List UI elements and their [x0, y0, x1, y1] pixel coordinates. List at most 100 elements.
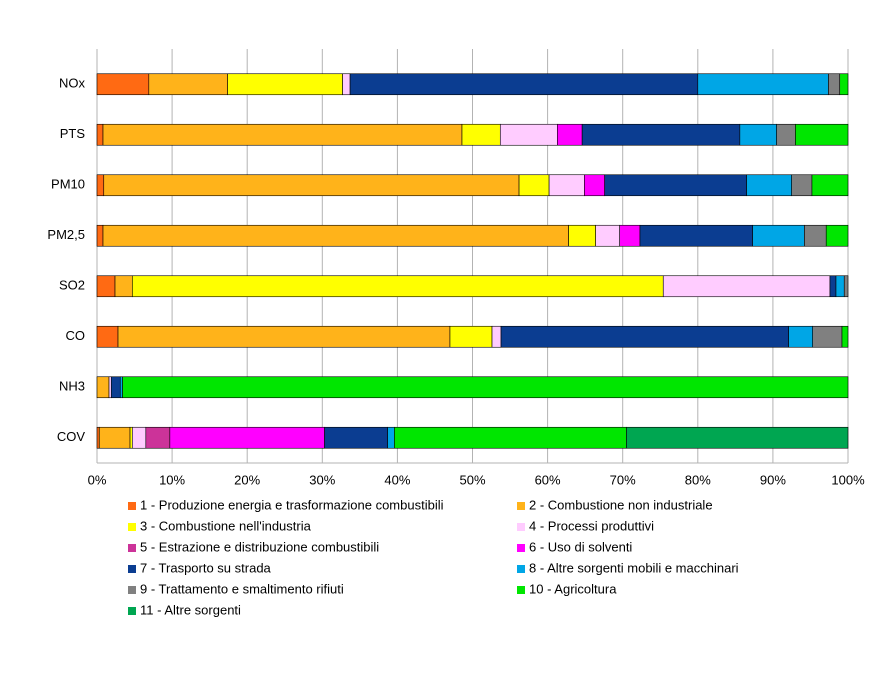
bar-segment [461, 123, 501, 146]
bar-segment [96, 224, 104, 247]
legend-swatch [517, 544, 525, 552]
bar-segment [129, 426, 133, 449]
bar-segment [746, 174, 792, 197]
x-tick-label: 60% [535, 472, 561, 487]
bar-segment [795, 123, 849, 146]
x-tick-label: 40% [384, 472, 410, 487]
bar-segment [499, 123, 558, 146]
bar-segment [114, 275, 133, 298]
legend-swatch [128, 565, 136, 573]
bar-segment [96, 123, 104, 146]
bar-segment [828, 73, 841, 96]
legend-label: 5 - Estrazione e distribuzione combustib… [140, 539, 379, 554]
x-tick-label: 100% [831, 472, 865, 487]
bar-segment [739, 123, 777, 146]
bar-segment [491, 325, 502, 348]
legend-label: 6 - Uso di solventi [529, 539, 632, 554]
bar-segment [568, 224, 596, 247]
bar-segment [518, 174, 550, 197]
legend-label: 3 - Combustione nell'industria [140, 518, 312, 533]
legend-label: 11 - Altre sorgenti [140, 602, 241, 617]
bar-segment [788, 325, 814, 348]
bar-segment [131, 426, 147, 449]
bar-segment [791, 174, 813, 197]
y-tick-label: PM10 [51, 177, 85, 192]
y-tick-label: PM2,5 [47, 227, 85, 242]
bar-segment [825, 224, 849, 247]
legend-label: 7 - Trasporto su strada [140, 560, 272, 575]
bar-segment [98, 426, 131, 449]
bar-segment [227, 73, 343, 96]
bar-segment [619, 224, 641, 247]
bar-segment [829, 275, 837, 298]
bar-segment [776, 123, 796, 146]
x-tick-label: 10% [159, 472, 185, 487]
legend-swatch [128, 586, 136, 594]
bar-segment [96, 376, 110, 399]
bar-segment [96, 174, 105, 197]
x-tick-label: 0% [88, 472, 107, 487]
bar-segment [342, 73, 351, 96]
bar-segment [102, 123, 463, 146]
y-tick-label: COV [57, 429, 86, 444]
bar-segment [835, 275, 845, 298]
x-tick-label: 90% [760, 472, 786, 487]
legend-label: 9 - Trattamento e smaltimento rifiuti [140, 581, 344, 596]
bar-segment [324, 426, 388, 449]
bar-segment [449, 325, 493, 348]
legend-swatch [517, 586, 525, 594]
bar-segment [122, 376, 849, 399]
bar-segment [96, 275, 116, 298]
legend-swatch [517, 502, 525, 510]
bar-segment [96, 325, 119, 348]
bar-segment [812, 325, 843, 348]
bar-segment [548, 174, 585, 197]
legend-label: 10 - Agricoltura [529, 581, 617, 596]
legend-label: 8 - Altre sorgenti mobili e macchinari [529, 560, 739, 575]
y-tick-label: PTS [60, 126, 86, 141]
bar-segment [96, 426, 100, 449]
legend-swatch [128, 544, 136, 552]
y-tick-label: SO2 [59, 278, 85, 293]
bar-segment [662, 275, 831, 298]
x-tick-label: 80% [685, 472, 711, 487]
bar-segment [841, 325, 849, 348]
bar-segment [102, 224, 569, 247]
y-tick-label: NOx [59, 76, 86, 91]
legend-swatch [128, 607, 136, 615]
bar-segment [557, 123, 583, 146]
bar-segment [811, 174, 849, 197]
bar-segment [169, 426, 325, 449]
bar-segment [148, 73, 228, 96]
bar-segment [145, 426, 171, 449]
bar-segment [131, 275, 664, 298]
bar-segment [839, 73, 849, 96]
bar-segment [752, 224, 805, 247]
x-tick-label: 70% [610, 472, 636, 487]
bar-segment [584, 174, 605, 197]
bar-segment [387, 426, 395, 449]
bar-segment [581, 123, 741, 146]
legend-label: 1 - Produzione energia e trasformazione … [140, 497, 444, 512]
legend-swatch [517, 523, 525, 531]
x-tick-label: 20% [234, 472, 260, 487]
bar-segment [639, 224, 753, 247]
bar-segment [604, 174, 747, 197]
y-tick-label: CO [66, 328, 86, 343]
y-tick-label: NH3 [59, 379, 85, 394]
legend-swatch [128, 502, 136, 510]
bar-segment [500, 325, 789, 348]
legend-swatch [128, 523, 136, 531]
x-tick-label: 30% [309, 472, 335, 487]
bar-segment [843, 275, 849, 298]
legend-swatch [517, 565, 525, 573]
bar-segment [119, 376, 123, 399]
bar-segment [110, 376, 121, 399]
x-tick-label: 50% [459, 472, 485, 487]
bar-segment [103, 174, 520, 197]
bar-segment [349, 73, 699, 96]
bar-segment [626, 426, 849, 449]
bar-segment [697, 73, 829, 96]
bar-segment [108, 376, 112, 399]
